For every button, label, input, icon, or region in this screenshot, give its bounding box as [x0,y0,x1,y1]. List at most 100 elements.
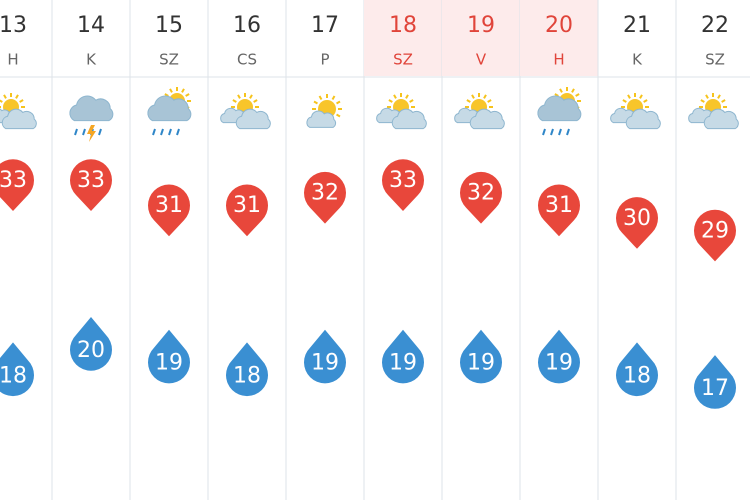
min-temp-drop [693,355,736,409]
weekday: CS [237,51,257,69]
cloud [625,108,661,130]
min-temp-drop [459,329,503,384]
max-temp-label: 32 [467,181,495,206]
max-temp-pin [460,171,503,224]
rain-drop [160,128,164,136]
weekend-header-bg [520,0,598,76]
lightning [87,125,96,142]
weekday: SZ [393,51,413,69]
min-temp-drop [304,329,346,384]
rain-drop [558,128,562,136]
day-number: 14 [77,13,105,38]
sun-ray [627,94,631,99]
min-temp-drop [538,329,580,384]
day-number: 13 [0,13,27,38]
rain-drop [542,128,546,136]
day-column[interactable]: 13 H 33 18 [0,0,53,500]
weekday: SZ [159,51,179,69]
weekday: K [632,51,643,69]
day-column[interactable]: 19 V 32 19 [442,0,521,500]
weekend-header-bg [442,0,520,76]
sun-ray [622,99,627,103]
sun-ray [717,94,721,99]
max-temp-pin [0,159,34,211]
sun-ray [409,99,414,103]
sun-ray [388,99,393,103]
max-temp-label: 31 [155,193,183,218]
day-column[interactable]: 15 SZ 31 19 [147,0,209,500]
max-temp-label: 33 [389,168,417,193]
cloud [537,95,582,122]
day-number: 21 [623,13,651,38]
max-temp-label: 31 [233,193,261,218]
rain-drop [98,128,102,136]
min-temp-label: 17 [701,376,729,401]
weekday: H [553,51,564,69]
max-temp-label: 29 [701,218,729,243]
day-column[interactable]: 20 H 31 19 [520,0,599,500]
max-temp-pin [70,159,112,211]
day-column[interactable]: 14 K 33 20 [69,0,131,500]
cloud [391,108,427,130]
day-column[interactable]: 18 SZ 33 19 [364,0,443,500]
max-temp-label: 32 [311,181,339,206]
day-column[interactable]: 22 SZ 29 17 [688,0,750,500]
max-temp-label: 33 [0,168,27,193]
min-temp-label: 19 [545,351,573,376]
sun-ray [185,93,190,97]
max-temp-pin [538,184,580,237]
max-temp-pin [148,184,190,237]
sun-ray [253,99,258,103]
sun-ray [0,99,3,103]
sun-ray [181,88,185,93]
min-temp-drop [381,329,424,384]
sun-ray [249,94,253,99]
day-number: 16 [233,13,261,38]
min-temp-label: 20 [77,338,105,363]
sun-ray [331,95,336,100]
max-temp-pin [304,171,346,224]
sun-ray [721,99,726,103]
sun-ray [471,94,475,99]
min-temp-drop [225,342,268,397]
sun-ray [336,100,341,105]
sun-ray [318,95,323,100]
weekday: K [86,51,97,69]
sun-ray [487,99,492,103]
sun-ray [232,99,237,103]
sun-ray [393,94,397,99]
min-temp-label: 18 [623,363,651,388]
sun-ray [19,99,24,103]
day-column[interactable]: 16 CS 31 18 [220,0,287,500]
min-temp-label: 18 [0,363,27,388]
max-temp-pin [381,159,424,211]
cloud [1,108,37,130]
sun-ray [466,99,471,103]
min-temp-label: 18 [233,363,261,388]
day-column[interactable]: 17 P 32 19 [304,0,365,500]
min-temp-label: 19 [389,351,417,376]
day-number: 20 [545,13,573,38]
cloud [235,108,271,130]
sun-ray [643,99,648,103]
rain-drop [152,128,156,136]
day-column[interactable]: 21 K 30 18 [610,0,677,500]
max-temp-pin [694,209,736,262]
max-temp-pin [225,184,268,237]
rain-drop [82,128,86,136]
min-temp-drop [616,342,659,397]
sun-ray [700,99,705,103]
min-temp-label: 19 [311,351,339,376]
max-temp-label: 30 [623,206,651,231]
weekend-header-bg [364,0,442,76]
weekday: V [476,51,487,69]
cloud [469,108,505,130]
weekday: H [7,51,18,69]
max-temp-label: 31 [545,193,573,218]
cloud [703,108,739,130]
cloud [147,95,192,122]
max-temp-label: 33 [77,168,105,193]
max-temp-pin [616,197,658,249]
sun-ray [169,88,173,93]
min-temp-drop [70,317,112,371]
